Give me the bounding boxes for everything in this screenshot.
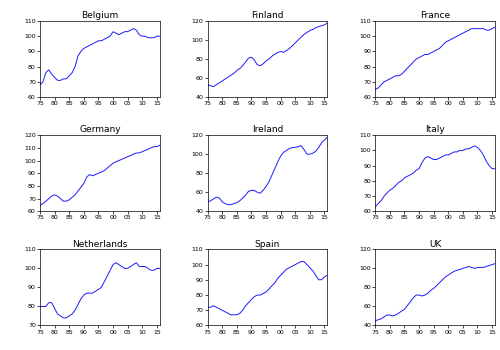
Title: Ireland: Ireland [252, 125, 283, 134]
Title: Spain: Spain [255, 240, 280, 248]
Title: Belgium: Belgium [81, 11, 118, 20]
Title: France: France [420, 11, 450, 20]
Title: UK: UK [429, 240, 442, 248]
Title: Germany: Germany [79, 125, 120, 134]
Title: Finland: Finland [252, 11, 284, 20]
Title: Italy: Italy [426, 125, 445, 134]
Title: Netherlands: Netherlands [72, 240, 128, 248]
